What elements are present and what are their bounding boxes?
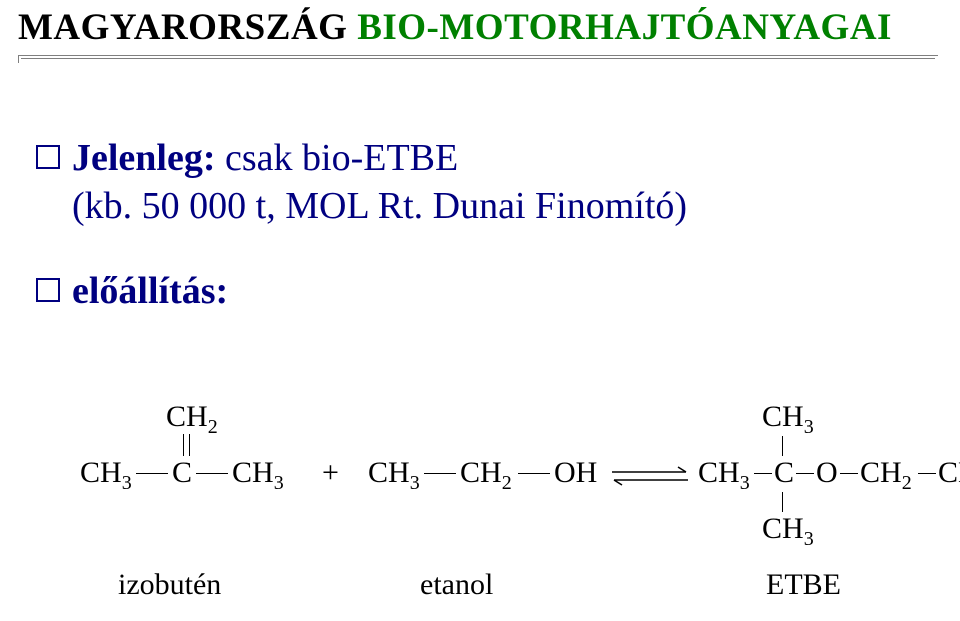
- bond-line: [136, 473, 168, 474]
- isobutene-left-base: CH: [80, 456, 122, 489]
- bond-line: [782, 436, 783, 456]
- etbe-bottom-base: CH: [762, 512, 804, 545]
- double-bond-icon: [180, 434, 192, 456]
- isobutene-left-sub: 3: [122, 472, 132, 494]
- bullet-rest: csak bio-ETBE: [216, 137, 459, 179]
- bond-line: [754, 473, 772, 474]
- etbe-structure: CH3 CH3 C O CH2 CH3 CH3: [626, 400, 946, 570]
- etbe-center-c: C: [774, 456, 794, 490]
- bond-line: [918, 473, 936, 474]
- etbe-ch2-base: CH: [860, 456, 902, 489]
- label-etbe: ETBE: [766, 568, 841, 602]
- etbe-right-base: CH: [938, 456, 960, 489]
- etbe-o: O: [816, 456, 838, 490]
- bond-line: [518, 473, 550, 474]
- bullet-sub: (kb. 50 000 t, MOL Rt. Dunai Finomító): [72, 185, 687, 227]
- isobutene-ch2-base: CH: [166, 400, 208, 433]
- ethanol-ch2-sub: 2: [502, 472, 512, 494]
- etbe-top-sub: 3: [804, 416, 814, 438]
- ethanol-ch3-sub: 3: [410, 472, 420, 494]
- bullet-lead: előállítás:: [72, 270, 228, 312]
- bond-line: [782, 492, 783, 512]
- bullet-list: Jelenleg: csak bio-ETBE (kb. 50 000 t, M…: [18, 135, 942, 316]
- etbe-ch2-sub: 2: [902, 472, 912, 494]
- bullet-marker-icon: [36, 278, 60, 302]
- bond-line: [196, 473, 228, 474]
- isobutene-right-base: CH: [232, 456, 274, 489]
- title-part1: MAGYARORSZÁG: [18, 7, 357, 48]
- isobutene-structure: CH2 CH3 C CH3: [80, 400, 310, 530]
- label-etanol: etanol: [420, 568, 493, 602]
- ethanol-ch3-base: CH: [368, 456, 410, 489]
- etbe-left-sub: 3: [740, 472, 750, 494]
- etbe-left-base: CH: [698, 456, 740, 489]
- plus-sign: +: [322, 456, 339, 490]
- label-izobuten: izobutén: [118, 568, 221, 602]
- ethanol-structure: CH3 CH2 OH: [368, 400, 628, 530]
- ethanol-ch2-base: CH: [460, 456, 502, 489]
- isobutene-right-sub: 3: [274, 472, 284, 494]
- title-part2: BIO-MOTORHAJTÓANYAGAI: [357, 7, 892, 48]
- bullet-lead: Jelenleg:: [72, 137, 216, 179]
- bond-line: [840, 473, 858, 474]
- isobutene-ch2-sub: 2: [208, 416, 218, 438]
- bond-line: [796, 473, 814, 474]
- bullet-marker-icon: [36, 145, 60, 169]
- bond-line: [424, 473, 456, 474]
- reaction-equation: CH2 CH3 C CH3 + CH3 CH2 OH CH3: [80, 400, 900, 600]
- title-divider: [18, 55, 942, 65]
- etbe-bottom-sub: 3: [804, 528, 814, 550]
- bullet-item-eloallitas: előállítás:: [36, 268, 942, 316]
- isobutene-center-c: C: [172, 456, 192, 490]
- page-title: MAGYARORSZÁG BIO-MOTORHAJTÓANYAGAI: [18, 6, 942, 65]
- etbe-top-base: CH: [762, 400, 804, 433]
- bullet-item-jelenleg: Jelenleg: csak bio-ETBE (kb. 50 000 t, M…: [36, 135, 942, 230]
- ethanol-oh: OH: [554, 456, 597, 490]
